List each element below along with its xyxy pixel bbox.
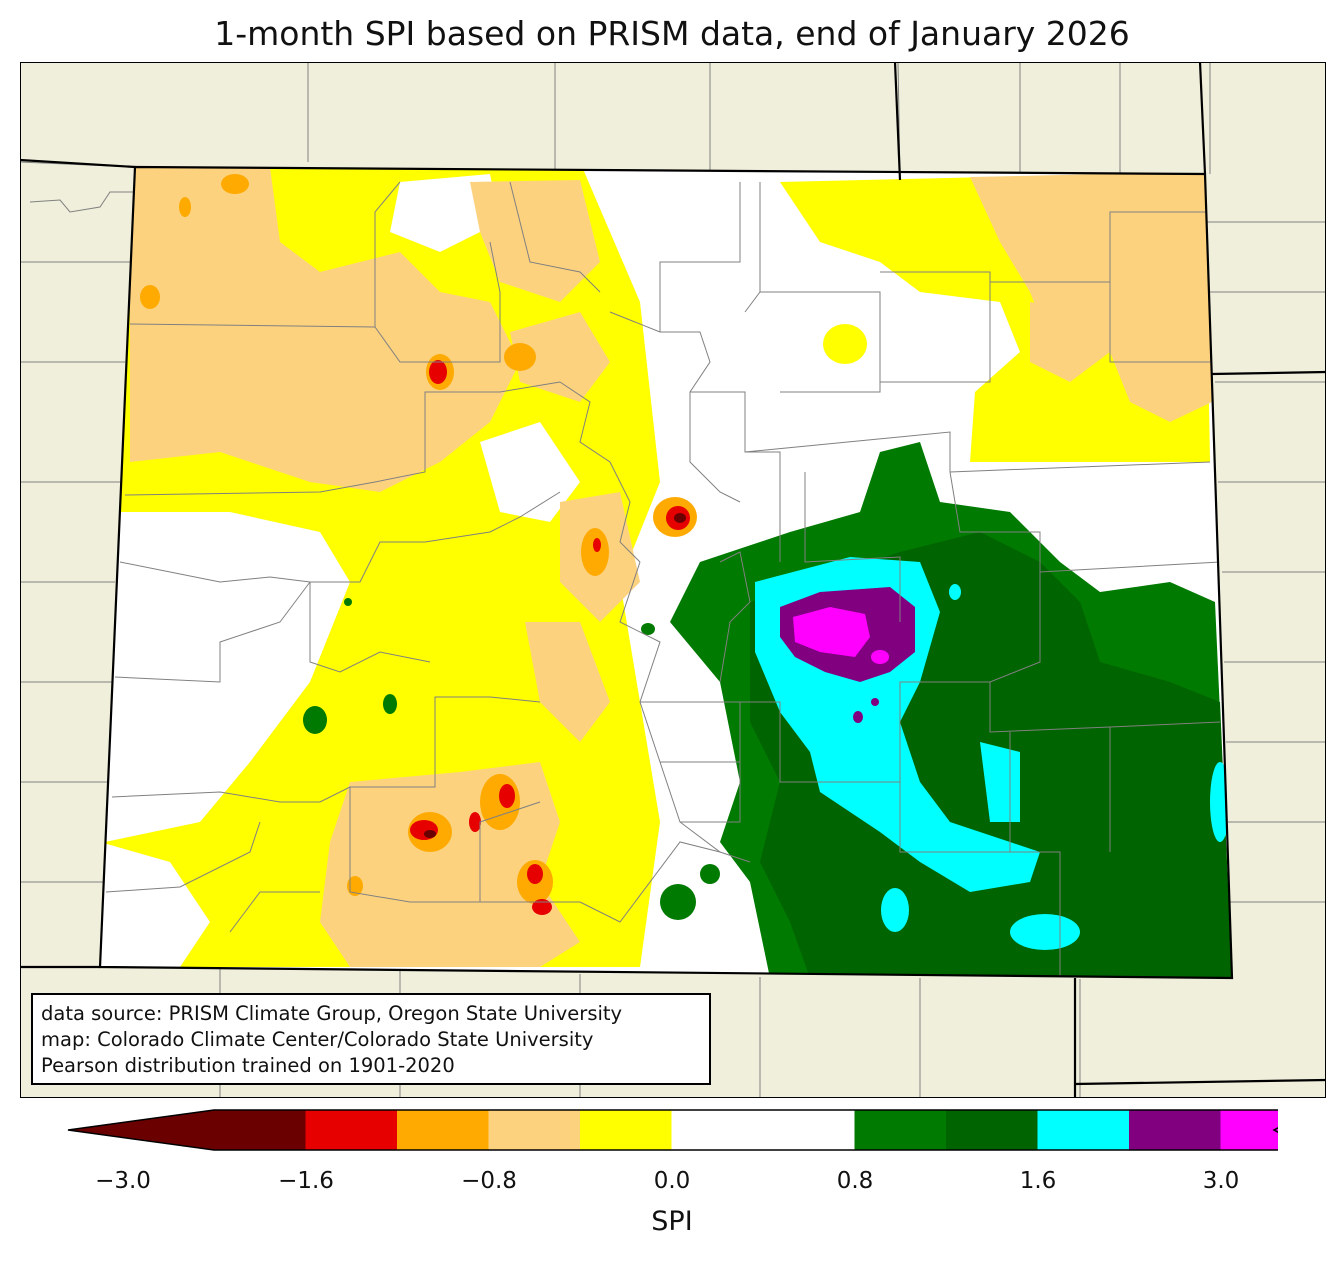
colorbar-tick-label: 3.0: [1202, 1168, 1240, 1194]
colorbar-segment: [946, 1110, 1038, 1150]
colorbar-segment: [854, 1110, 947, 1150]
spi-map: [20, 62, 1326, 1098]
colorbar-segment: [1129, 1110, 1221, 1150]
colorbar-min-arrow: [68, 1110, 214, 1150]
state-borders: [20, 62, 1326, 1098]
colorbar-segment: [671, 1110, 764, 1150]
colorado-spi-field: [100, 167, 1232, 978]
colorbar-segment: [580, 1110, 672, 1150]
colorbar-segment: [488, 1110, 581, 1150]
colorbar-segment: [214, 1110, 306, 1150]
colorbar-outline: [67, 1109, 1278, 1151]
colorbar-segment: [1037, 1110, 1130, 1150]
colorbar-tick-label: −1.6: [278, 1168, 334, 1194]
data-source-box: data source: PRISM Climate Group, Oregon…: [31, 993, 711, 1085]
colorbar-segment: [305, 1110, 398, 1150]
colorbar-label: SPI: [651, 1206, 693, 1237]
colorbar-segment: [1220, 1110, 1278, 1150]
spi-colorbar: [67, 1109, 1278, 1151]
colorbar-segment: [397, 1110, 489, 1150]
colorado-county-lines: [105, 181, 1221, 978]
colorbar-segment: [763, 1110, 855, 1150]
colorbar-tick-label: 0.8: [836, 1168, 874, 1194]
colorbar-tick-label: −3.0: [95, 1168, 151, 1194]
colorbar-tick-label: 1.6: [1019, 1168, 1057, 1194]
colorbar-tick-label: −0.8: [461, 1168, 517, 1194]
source-line-3: Pearson distribution trained on 1901-202…: [41, 1054, 455, 1077]
source-line-2: map: Colorado Climate Center/Colorado St…: [41, 1028, 594, 1051]
colorbar-tick-label: 0.0: [653, 1168, 691, 1194]
source-line-1: data source: PRISM Climate Group, Oregon…: [41, 1002, 623, 1025]
map-title: 1-month SPI based on PRISM data, end of …: [214, 14, 1130, 53]
